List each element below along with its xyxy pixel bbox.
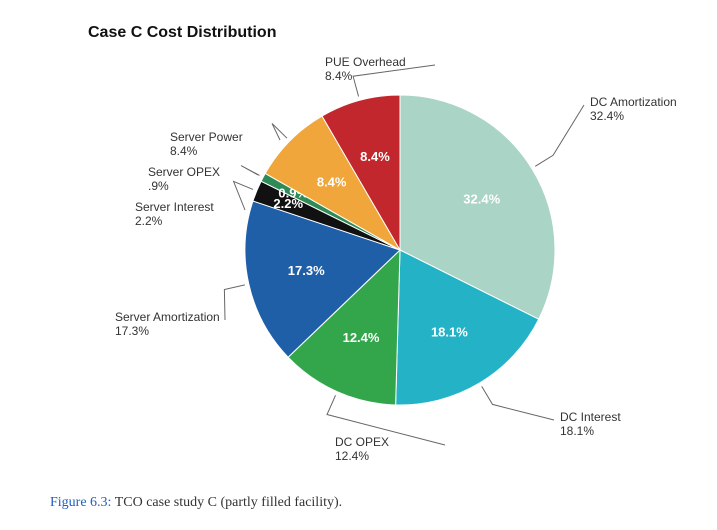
external-slice-name: PUE Overhead: [325, 55, 406, 69]
leader-line: [272, 123, 287, 140]
external-slice-label: DC OPEX12.4%: [335, 435, 389, 464]
figure-label: Figure 6.3:: [50, 495, 111, 510]
external-slice-pct: 12.4%: [335, 449, 389, 463]
external-slice-pct: 32.4%: [590, 109, 677, 123]
external-slice-name: DC OPEX: [335, 435, 389, 449]
leader-line: [482, 386, 554, 420]
leader-line: [224, 285, 244, 320]
external-slice-label: DC Interest18.1%: [560, 410, 621, 439]
leader-line: [535, 105, 584, 166]
slice-percent-label: 17.3%: [288, 263, 325, 278]
slice-percent-label: 8.4%: [360, 149, 390, 164]
external-slice-name: Server Power: [170, 130, 243, 144]
external-slice-label: Server OPEX.9%: [148, 165, 220, 194]
external-slice-pct: 2.2%: [135, 214, 214, 228]
leader-line: [241, 166, 260, 176]
slice-percent-label: 12.4%: [343, 330, 380, 345]
external-slice-pct: 17.3%: [115, 324, 220, 338]
slice-percent-label: 32.4%: [463, 191, 500, 206]
external-slice-label: Server Amortization17.3%: [115, 310, 220, 339]
external-slice-name: DC Amortization: [590, 95, 677, 109]
external-slice-pct: 18.1%: [560, 424, 621, 438]
external-slice-label: PUE Overhead8.4%: [325, 55, 406, 84]
external-slice-name: DC Interest: [560, 410, 621, 424]
external-slice-label: Server Interest2.2%: [135, 200, 214, 229]
leader-line: [234, 181, 253, 210]
external-slice-pct: .9%: [148, 179, 220, 193]
external-slice-pct: 8.4%: [325, 69, 406, 83]
figure-caption-text: TCO case study C (partly filled facility…: [111, 495, 342, 510]
external-slice-label: Server Power8.4%: [170, 130, 243, 159]
figure-caption: Figure 6.3: TCO case study C (partly fil…: [50, 495, 342, 511]
external-slice-label: DC Amortization32.4%: [590, 95, 677, 124]
slice-percent-label: 8.4%: [317, 174, 347, 189]
external-slice-name: Server Amortization: [115, 310, 220, 324]
external-slice-name: Server Interest: [135, 200, 214, 214]
slice-percent-label: 18.1%: [431, 324, 468, 339]
external-slice-name: Server OPEX: [148, 165, 220, 179]
external-slice-pct: 8.4%: [170, 144, 243, 158]
